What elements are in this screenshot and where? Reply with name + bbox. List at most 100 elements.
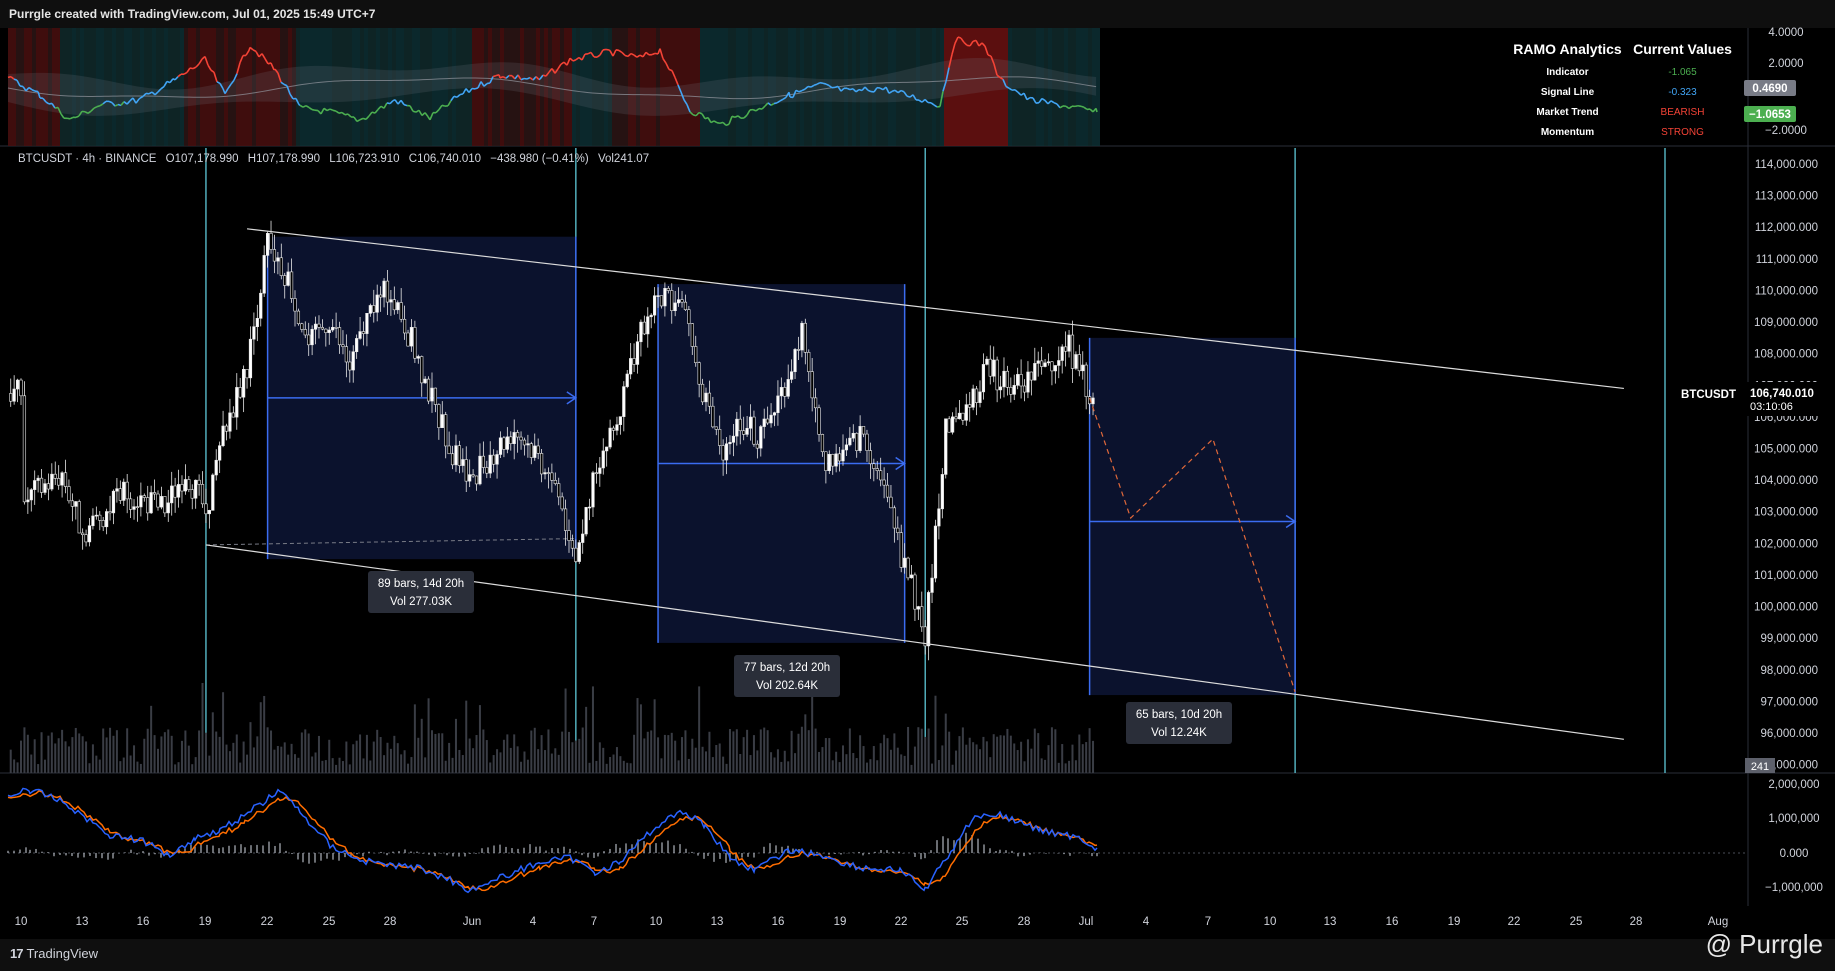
candle-body [149, 492, 153, 514]
volume-bar [170, 735, 173, 773]
candle [800, 320, 804, 358]
indicator-line-segment [230, 79, 235, 85]
macd-histogram-bar [268, 841, 270, 853]
ramo-row-label: Signal Line [1540, 86, 1595, 98]
volume-bar [681, 737, 684, 773]
macd-histogram-bar [314, 853, 316, 863]
heat-band [336, 28, 340, 146]
volume-bar [157, 748, 159, 773]
heat-band [152, 28, 156, 146]
tradingview-logo[interactable]: 17 TradingView [10, 946, 98, 961]
candle [152, 479, 157, 501]
candle-body [957, 412, 962, 420]
candle [803, 318, 807, 365]
candle-body [1029, 371, 1033, 381]
macd-histogram-bar [47, 852, 49, 853]
volume-bar [167, 729, 170, 773]
volume-bar [965, 744, 968, 773]
volume-bar [40, 732, 43, 773]
volume-bar [961, 727, 964, 773]
heat-band [32, 28, 36, 146]
candle [759, 424, 763, 457]
candle [639, 319, 643, 357]
candle [481, 441, 485, 474]
heat-band [1076, 28, 1080, 146]
candle [625, 369, 629, 389]
candle-body [60, 472, 64, 486]
candle [587, 498, 592, 521]
candle [211, 473, 215, 511]
candle-body [865, 433, 869, 451]
indicator-line-segment [867, 89, 872, 93]
heat-band [748, 28, 752, 146]
heat-band [920, 28, 924, 146]
candle-body [855, 432, 859, 451]
candle [663, 282, 667, 317]
candle-body [721, 445, 725, 461]
candle-body [190, 489, 194, 499]
macd-histogram-bar [747, 853, 749, 857]
candle [324, 328, 328, 347]
indicator-line-segment [633, 54, 638, 58]
heat-band [108, 28, 112, 146]
candle [122, 478, 126, 506]
volume-bar [910, 764, 913, 773]
indicator-line-segment [492, 74, 497, 78]
volume-bar [150, 705, 153, 773]
candle-body [964, 404, 968, 421]
heat-band [300, 28, 304, 146]
candle [310, 325, 314, 356]
macd-histogram-bar [320, 853, 322, 861]
candle [608, 419, 612, 450]
heat-band [860, 28, 864, 146]
heat-band [44, 28, 48, 146]
measure-label-bars: 65 bars, 10d 20h [1136, 709, 1222, 721]
chart-canvas[interactable]: 114,000.000113,000.000112,000.000111,000… [0, 0, 1835, 939]
heat-band [276, 28, 280, 146]
candle-body [1040, 360, 1044, 367]
heat-band [876, 28, 880, 146]
macd-histogram-bar [719, 853, 721, 859]
indicator-line-segment [480, 81, 485, 87]
candle [944, 418, 948, 479]
heat-band [504, 28, 508, 146]
indicator-line-segment [96, 105, 101, 108]
heat-band [376, 28, 380, 146]
macd-histogram-bar [332, 853, 334, 860]
candle-body [416, 356, 420, 359]
volume-bar [369, 760, 372, 773]
candle-body [146, 497, 150, 514]
indicator-line-segment [743, 114, 748, 119]
volume-bar [119, 761, 122, 773]
volume-bar [180, 740, 183, 773]
candle [855, 432, 859, 458]
candle-body [1033, 363, 1037, 381]
price-tick-label: 96,000.000 [1760, 728, 1818, 740]
candle [197, 474, 201, 496]
indicator-line-segment [798, 89, 803, 93]
candle-body [498, 437, 503, 455]
volume-bar [400, 754, 403, 773]
heat-band [840, 28, 844, 146]
macd-histogram-bar [83, 853, 85, 858]
candle [255, 304, 259, 342]
candle-body [817, 407, 821, 435]
heat-band [1084, 28, 1088, 146]
macd-histogram-bar [505, 846, 507, 853]
macd-histogram-bar [234, 845, 236, 853]
heat-band [768, 28, 772, 146]
heat-band [852, 28, 856, 146]
candle-body [33, 480, 37, 490]
candle [909, 564, 914, 579]
macd-histogram-bar [130, 849, 132, 853]
macd-histogram-bar [725, 853, 727, 863]
macd-histogram-bar [914, 853, 916, 857]
candle-body [738, 418, 742, 432]
time-tick-label: 7 [591, 916, 597, 928]
heat-band [908, 28, 912, 146]
volume-bar [304, 729, 307, 773]
candle [543, 468, 547, 480]
volume-bar [711, 757, 714, 773]
volume-bar [896, 747, 899, 773]
volume-bar [407, 763, 410, 773]
